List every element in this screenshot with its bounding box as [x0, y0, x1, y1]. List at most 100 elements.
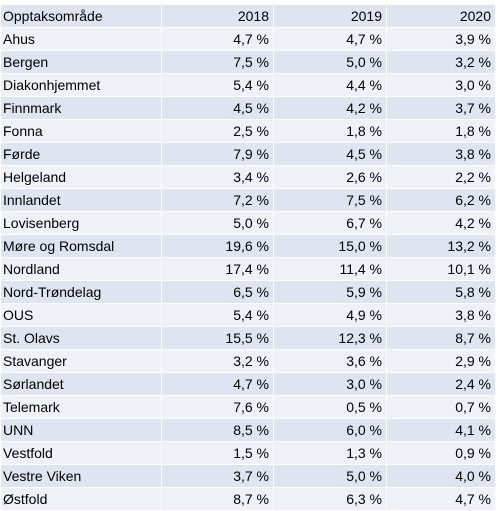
region-cell: Lovisenberg — [0, 211, 162, 235]
value-cell: 10,1 % — [386, 257, 496, 281]
value-cell: 1,8 % — [273, 119, 387, 143]
region-cell: Helgeland — [0, 165, 162, 189]
value-cell: 3,8 % — [386, 142, 496, 166]
value-cell: 2,4 % — [386, 372, 496, 396]
value-cell: 4,4 % — [273, 73, 387, 97]
table-row: Nord-Trøndelag 6,5 % 5,9 % 5,8 % — [0, 280, 496, 304]
table-row: Finnmark 4,5 % 4,2 % 3,7 % — [0, 96, 496, 120]
table-row: Ahus 4,7 % 4,7 % 3,9 % — [0, 27, 496, 51]
value-cell: 0,5 % — [273, 395, 387, 419]
column-header: 2018 — [161, 4, 274, 28]
table-row: UNN 8,5 % 6,0 % 4,1 % — [0, 418, 496, 442]
table-body: Ahus 4,7 % 4,7 % 3,9 % Bergen 7,5 % 5,0 % 3,2 %… — [0, 27, 496, 511]
region-cell: Nord-Trøndelag — [0, 280, 162, 304]
value-cell: 7,5 % — [161, 50, 274, 74]
value-cell: 1,8 % — [386, 119, 496, 143]
value-cell: 0,9 % — [386, 441, 496, 465]
column-header: 2020 — [386, 4, 496, 28]
region-cell: OUS — [0, 303, 162, 327]
region-cell: Finnmark — [0, 96, 162, 120]
value-cell: 5,4 % — [161, 73, 274, 97]
value-cell: 1,5 % — [161, 441, 274, 465]
value-cell: 1,3 % — [273, 441, 387, 465]
region-cell: Telemark — [0, 395, 162, 419]
value-cell: 15,5 % — [161, 326, 274, 350]
value-cell: 3,8 % — [386, 303, 496, 327]
value-cell: 4,7 % — [161, 372, 274, 396]
value-cell: 6,7 % — [273, 211, 387, 235]
value-cell: 8,7 % — [161, 487, 274, 511]
value-cell: 4,7 % — [386, 487, 496, 511]
value-cell: 6,3 % — [273, 487, 387, 511]
value-cell: 4,0 % — [386, 464, 496, 488]
value-cell: 3,0 % — [273, 372, 387, 396]
value-cell: 3,7 % — [161, 464, 274, 488]
value-cell: 12,3 % — [273, 326, 387, 350]
value-cell: 8,7 % — [386, 326, 496, 350]
table-row: Førde 7,9 % 4,5 % 3,8 % — [0, 142, 496, 166]
table-row: Nordland 17,4 % 11,4 % 10,1 % — [0, 257, 496, 281]
region-cell: Innlandet — [0, 188, 162, 212]
table-row: Helgeland 3,4 % 2,6 % 2,2 % — [0, 165, 496, 189]
region-cell: Vestfold — [0, 441, 162, 465]
table-row: Innlandet 7,2 % 7,5 % 6,2 % — [0, 188, 496, 212]
value-cell: 4,2 % — [273, 96, 387, 120]
value-cell: 17,4 % — [161, 257, 274, 281]
table-row: Møre og Romsdal 19,6 % 15,0 % 13,2 % — [0, 234, 496, 258]
value-cell: 5,4 % — [161, 303, 274, 327]
region-cell: Møre og Romsdal — [0, 234, 162, 258]
region-cell: St. Olavs — [0, 326, 162, 350]
table-row: Stavanger 3,2 % 3,6 % 2,9 % — [0, 349, 496, 373]
value-cell: 4,7 % — [273, 27, 387, 51]
value-cell: 3,0 % — [386, 73, 496, 97]
value-cell: 7,5 % — [273, 188, 387, 212]
value-cell: 7,6 % — [161, 395, 274, 419]
table-row: Telemark 7,6 % 0,5 % 0,7 % — [0, 395, 496, 419]
value-cell: 4,7 % — [161, 27, 274, 51]
value-cell: 0,7 % — [386, 395, 496, 419]
value-cell: 4,1 % — [386, 418, 496, 442]
table-row: Sørlandet 4,7 % 3,0 % 2,4 % — [0, 372, 496, 396]
value-cell: 4,2 % — [386, 211, 496, 235]
region-cell: UNN — [0, 418, 162, 442]
region-cell: Diakonhjemmet — [0, 73, 162, 97]
value-cell: 15,0 % — [273, 234, 387, 258]
value-cell: 7,9 % — [161, 142, 274, 166]
value-cell: 8,5 % — [161, 418, 274, 442]
table-row: Vestfold 1,5 % 1,3 % 0,9 % — [0, 441, 496, 465]
value-cell: 5,0 % — [273, 464, 387, 488]
region-cell: Sørlandet — [0, 372, 162, 396]
region-cell: Førde — [0, 142, 162, 166]
value-cell: 4,5 % — [161, 96, 274, 120]
value-cell: 6,0 % — [273, 418, 387, 442]
region-cell: Ahus — [0, 27, 162, 51]
value-cell: 3,4 % — [161, 165, 274, 189]
region-cell: Bergen — [0, 50, 162, 74]
value-cell: 2,5 % — [161, 119, 274, 143]
table-header: Opptaksområde 2018 2019 2020 — [0, 4, 496, 28]
value-cell: 3,7 % — [386, 96, 496, 120]
value-cell: 4,9 % — [273, 303, 387, 327]
region-cell: Fonna — [0, 119, 162, 143]
value-cell: 4,5 % — [273, 142, 387, 166]
value-cell: 11,4 % — [273, 257, 387, 281]
value-cell: 7,2 % — [161, 188, 274, 212]
value-cell: 3,6 % — [273, 349, 387, 373]
table-row: Bergen 7,5 % 5,0 % 3,2 % — [0, 50, 496, 74]
region-cell: Stavanger — [0, 349, 162, 373]
table-row: Diakonhjemmet 5,4 % 4,4 % 3,0 % — [0, 73, 496, 97]
value-cell: 5,0 % — [273, 50, 387, 74]
value-cell: 5,9 % — [273, 280, 387, 304]
header-row: Opptaksområde 2018 2019 2020 — [0, 4, 496, 28]
table-row: Vestre Viken 3,7 % 5,0 % 4,0 % — [0, 464, 496, 488]
table-row: Østfold 8,7 % 6,3 % 4,7 % — [0, 487, 496, 511]
data-table: Opptaksområde 2018 2019 2020 Ahus 4,7 % 4,… — [0, 4, 496, 511]
value-cell: 19,6 % — [161, 234, 274, 258]
value-cell: 3,9 % — [386, 27, 496, 51]
value-cell: 3,2 % — [161, 349, 274, 373]
value-cell: 6,2 % — [386, 188, 496, 212]
value-cell: 13,2 % — [386, 234, 496, 258]
value-cell: 6,5 % — [161, 280, 274, 304]
region-cell: Østfold — [0, 487, 162, 511]
value-cell: 5,8 % — [386, 280, 496, 304]
